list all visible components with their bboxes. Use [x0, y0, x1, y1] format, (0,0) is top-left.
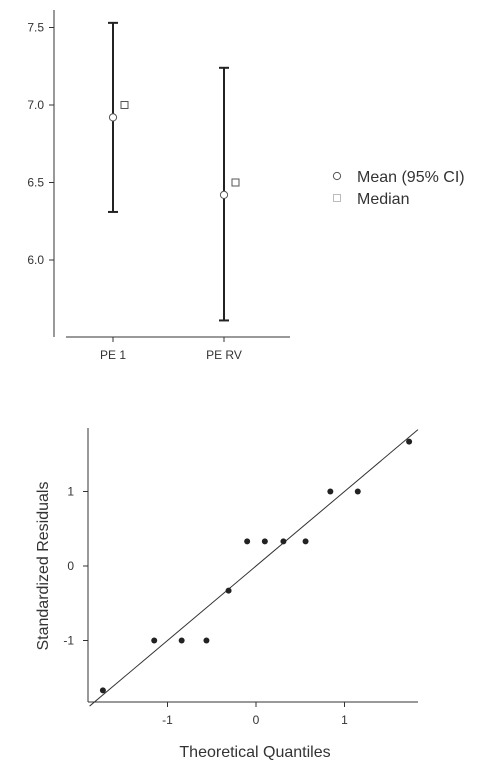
x-axis-ticks: -1 0 1 [162, 702, 348, 727]
y-axis-ticks: -1 0 1 [63, 485, 88, 648]
plot-marks [89, 429, 419, 707]
residual-point [151, 637, 158, 644]
x-axis-title: Theoretical Quantiles [179, 744, 330, 761]
residual-point [302, 538, 309, 545]
x-axis-ticks: PE 1 PE RV [100, 337, 242, 362]
reference-line [89, 429, 419, 707]
descriptives-plot: 6.0 6.5 7.0 7.5 PE 1 PE RV Mean (95% CI) Medi… [27, 10, 465, 362]
mean-point [108, 113, 118, 122]
residual-point [203, 637, 210, 644]
legend-median-label: Median [357, 191, 409, 208]
mean-point [219, 190, 229, 199]
median-point [231, 178, 240, 187]
x-tick-label: PE 1 [100, 348, 126, 362]
median-point [120, 101, 129, 109]
residual-point [280, 538, 287, 545]
legend: Mean (95% CI) Median [332, 169, 465, 208]
y-tick-label: 0 [67, 559, 74, 573]
legend-mean-marker [332, 171, 342, 181]
residual-point [244, 538, 251, 545]
y-axis-title: Standardized Residuals [35, 482, 52, 651]
residual-point [261, 538, 268, 545]
residual-point [225, 587, 232, 594]
y-tick-label: 6.5 [27, 176, 44, 190]
residual-point [99, 687, 106, 694]
residual-point [406, 438, 413, 445]
y-axis-ticks: 6.0 6.5 7.0 7.5 [27, 21, 54, 267]
y-tick-label: 7.5 [27, 21, 44, 35]
legend-median-marker [333, 194, 341, 202]
qq-plot: -1 0 1 -1 0 1 Theoretical Quantiles Standard… [35, 428, 419, 761]
residual-point [354, 488, 361, 495]
legend-mean-label: Mean (95% CI) [357, 169, 465, 186]
plot-marks [108, 21, 240, 322]
residual-point [178, 637, 185, 644]
x-tick-label: -1 [162, 713, 173, 727]
y-tick-label: 6.0 [27, 253, 44, 267]
x-tick-label: 1 [341, 713, 348, 727]
y-tick-label: -1 [63, 634, 74, 648]
residual-point [327, 488, 334, 495]
y-tick-label: 7.0 [27, 98, 44, 112]
x-tick-label: PE RV [206, 348, 242, 362]
x-tick-label: 0 [253, 713, 260, 727]
y-tick-label: 1 [67, 485, 74, 499]
